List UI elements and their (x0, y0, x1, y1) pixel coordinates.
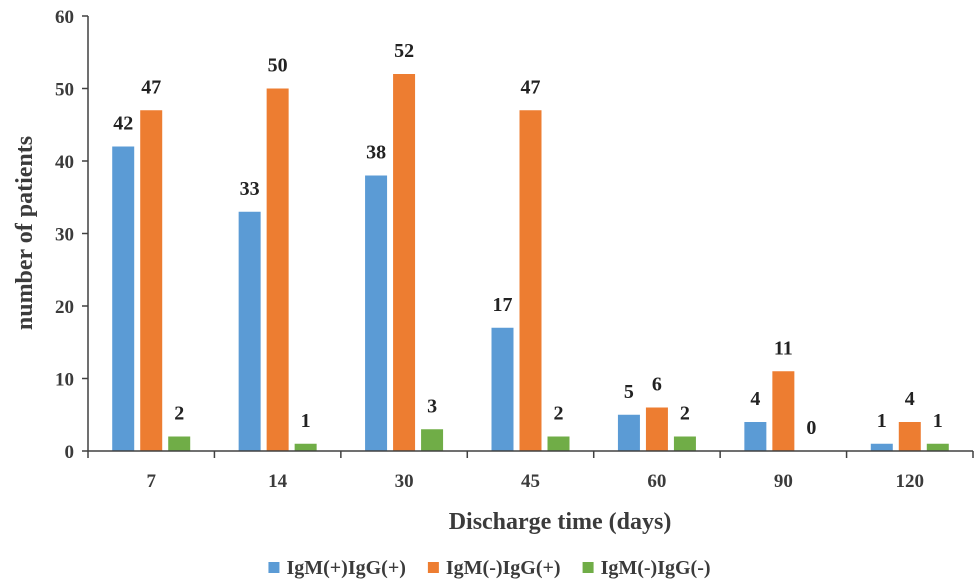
legend-swatch (427, 562, 439, 573)
data-label: 1 (933, 410, 943, 432)
data-label: 11 (774, 337, 793, 359)
legend-item: IgM(+)IgG(+) (268, 557, 406, 579)
data-label: 38 (366, 142, 386, 164)
legend: IgM(+)IgG(+) IgM(-)IgG(+) IgM(-)IgG(-) (268, 557, 711, 579)
bar (238, 211, 261, 451)
legend-label: IgM(+)IgG(+) (286, 557, 405, 579)
bar (744, 422, 767, 451)
bar (870, 443, 893, 451)
data-label: 6 (652, 374, 662, 396)
bar (673, 436, 696, 451)
x-tick-label: 60 (647, 471, 666, 492)
bar (365, 175, 388, 451)
y-tick-label: 50 (55, 80, 74, 101)
legend-item: IgM(-)IgG(-) (582, 557, 711, 579)
bar (645, 407, 668, 451)
data-label: 47 (521, 76, 541, 98)
x-tick-label: 14 (268, 471, 288, 492)
bars-group (112, 74, 949, 451)
data-label: 2 (174, 403, 184, 425)
data-label: 1 (877, 410, 887, 432)
data-label: 2 (554, 403, 564, 425)
bar (772, 371, 795, 451)
legend-label: IgM(-)IgG(-) (601, 557, 711, 579)
data-label: 2 (680, 403, 690, 425)
x-axis-ticks: 7 14 30 45 60 90 120 (87, 451, 974, 492)
y-tick-label: 20 (55, 297, 74, 318)
bar (393, 74, 416, 451)
y-axis-title: number of patients (12, 136, 38, 330)
legend-swatch (268, 562, 280, 573)
bar (926, 443, 949, 451)
x-tick-label: 30 (395, 471, 414, 492)
data-label: 50 (268, 55, 288, 77)
y-axis-ticks: 0 10 20 30 40 50 60 (55, 7, 88, 463)
x-axis-title: Discharge time (days) (449, 509, 672, 535)
bar (547, 436, 570, 451)
x-tick-label: 120 (896, 471, 925, 492)
bar (898, 422, 921, 451)
bar (491, 327, 514, 451)
bar (519, 110, 542, 451)
x-tick-label: 45 (521, 471, 540, 492)
x-tick-label: 7 (146, 471, 156, 492)
bar (112, 146, 135, 451)
data-label: 42 (113, 113, 133, 135)
y-tick-label: 40 (55, 152, 74, 173)
data-label: 4 (905, 388, 915, 410)
bar (168, 436, 191, 451)
data-label: 47 (141, 76, 161, 98)
bar (294, 443, 317, 451)
legend-label: IgM(-)IgG(+) (446, 557, 561, 579)
data-label: 4 (750, 388, 760, 410)
bar (140, 110, 163, 451)
data-label: 1 (301, 410, 311, 432)
y-tick-label: 60 (55, 7, 74, 28)
data-label: 0 (806, 417, 816, 439)
bar (421, 429, 444, 451)
legend-swatch (582, 562, 594, 573)
bar (266, 88, 289, 451)
data-label: 52 (394, 40, 414, 62)
data-label: 5 (624, 381, 634, 403)
data-label: 17 (493, 294, 513, 316)
y-tick-label: 0 (65, 442, 75, 463)
x-tick-label: 90 (774, 471, 793, 492)
y-tick-label: 30 (55, 225, 74, 246)
data-label: 3 (427, 395, 437, 417)
legend-item: IgM(-)IgG(+) (427, 557, 561, 579)
y-tick-label: 10 (55, 370, 74, 391)
data-label: 33 (240, 178, 260, 200)
bar (617, 414, 640, 451)
